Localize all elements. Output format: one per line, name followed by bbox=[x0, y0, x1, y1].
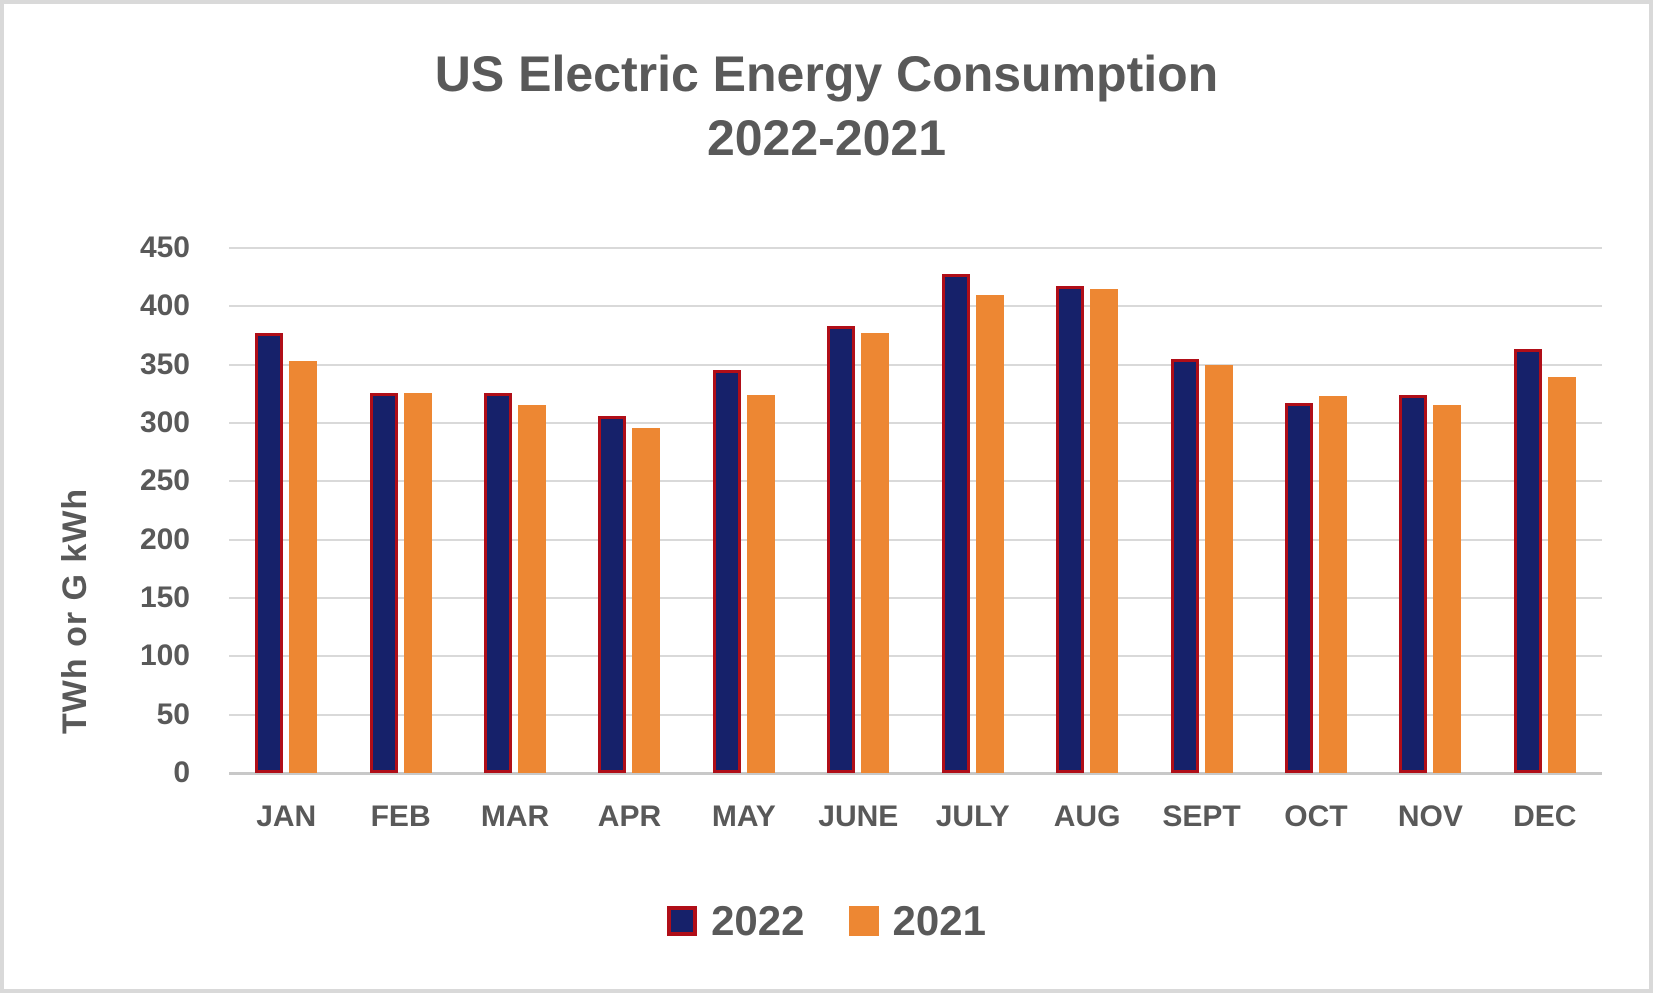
bar-group-oct bbox=[1259, 248, 1373, 773]
x-tick-label-july: JULY bbox=[935, 800, 1010, 833]
bar-2022-sept bbox=[1170, 359, 1199, 773]
bar-2021-nov bbox=[1433, 405, 1462, 773]
bar-group-nov bbox=[1373, 248, 1487, 773]
x-tick-label-oct: OCT bbox=[1284, 800, 1348, 833]
gridline-400 bbox=[229, 305, 1602, 308]
bar-2021-dec bbox=[1547, 377, 1576, 773]
legend-swatch-2021 bbox=[848, 906, 879, 936]
y-tick-label-400: 400 bbox=[139, 289, 190, 323]
x-tick-label-dec: DEC bbox=[1513, 800, 1577, 833]
bar-2021-jan bbox=[289, 361, 318, 773]
bar-group-jan bbox=[229, 248, 343, 773]
x-tick-label-apr: APR bbox=[597, 800, 662, 833]
bar-2022-july bbox=[941, 274, 970, 773]
x-tick-label-nov: NOV bbox=[1397, 800, 1463, 833]
bar-group-feb bbox=[343, 248, 457, 773]
y-tick-label-450: 450 bbox=[139, 231, 190, 264]
gridline-200 bbox=[229, 538, 1602, 541]
bar-2022-nov bbox=[1399, 395, 1428, 773]
bar-group-june bbox=[801, 248, 915, 773]
plot-area bbox=[229, 247, 1602, 775]
legend-swatch-2022 bbox=[667, 906, 698, 936]
bar-2022-june bbox=[827, 326, 856, 773]
y-tick-label-300: 300 bbox=[139, 406, 190, 439]
bar-group-aug bbox=[1030, 248, 1144, 773]
y-tick-label-150: 150 bbox=[139, 581, 190, 614]
legend-item-2022: 2022 bbox=[667, 897, 805, 945]
bar-2021-june bbox=[861, 333, 890, 773]
bar-2021-feb bbox=[403, 393, 432, 773]
bar-group-mar bbox=[458, 248, 572, 773]
legend-item-2021: 2021 bbox=[848, 897, 986, 945]
bar-group-dec bbox=[1488, 248, 1602, 773]
bar-2021-aug bbox=[1090, 289, 1119, 773]
bar-2022-feb bbox=[369, 393, 398, 773]
y-tick-label-200: 200 bbox=[139, 522, 190, 556]
y-axis-tick-labels: 0 50 100 150 200 250 300 350 400 450 bbox=[64, 231, 190, 789]
bar-2022-oct bbox=[1284, 403, 1313, 773]
bar-2022-aug bbox=[1056, 286, 1085, 773]
bar-2022-apr bbox=[598, 416, 627, 773]
bar-group-sept bbox=[1144, 248, 1258, 773]
x-tick-label-feb: FEB bbox=[370, 800, 431, 833]
y-tick-label-250: 250 bbox=[139, 464, 190, 498]
bar-group-may bbox=[687, 248, 801, 773]
chart-title-line1: US Electric Energy Consumption bbox=[434, 46, 1219, 102]
y-tick-label-0: 0 bbox=[173, 756, 190, 789]
gridline-150 bbox=[229, 597, 1602, 599]
bar-2021-mar bbox=[518, 405, 547, 773]
gridline-50 bbox=[229, 713, 1602, 716]
legend-label-2022: 2022 bbox=[711, 897, 805, 944]
bar-2021-oct bbox=[1318, 396, 1347, 773]
legend-label-2021: 2021 bbox=[892, 897, 986, 944]
bar-2022-may bbox=[712, 370, 741, 773]
bar-2022-mar bbox=[484, 393, 513, 773]
legend: 2022 2021 bbox=[4, 897, 1649, 945]
bar-2021-sept bbox=[1204, 365, 1233, 773]
x-tick-label-may: MAY bbox=[711, 800, 776, 833]
x-axis-tick-labels: JAN FEB MAR APR MAY JUNE JULY AUG SEPT OCT NOV DEC bbox=[229, 800, 1602, 844]
chart-title: US Electric Energy Consumption 2022-2021 bbox=[4, 42, 1649, 170]
gridline-300 bbox=[229, 422, 1602, 424]
bar-group-apr bbox=[572, 248, 686, 773]
gridline-100 bbox=[229, 655, 1602, 658]
y-tick-label-50: 50 bbox=[156, 697, 190, 731]
x-axis-line bbox=[229, 772, 1602, 775]
bar-2021-july bbox=[975, 295, 1004, 773]
bar-2021-may bbox=[746, 395, 775, 773]
bar-2021-apr bbox=[632, 428, 661, 773]
gridline-250 bbox=[229, 480, 1602, 483]
chart-title-line2: 2022-2021 bbox=[706, 110, 947, 166]
x-tick-label-mar: MAR bbox=[480, 800, 550, 833]
y-tick-label-100: 100 bbox=[139, 639, 190, 673]
bar-2022-jan bbox=[255, 333, 284, 773]
bar-group-july bbox=[916, 248, 1030, 773]
bar-2022-dec bbox=[1513, 349, 1542, 773]
x-tick-label-jan: JAN bbox=[256, 800, 317, 833]
x-tick-label-aug: AUG bbox=[1053, 800, 1121, 833]
y-tick-label-350: 350 bbox=[139, 347, 190, 381]
x-tick-label-june: JUNE bbox=[818, 800, 899, 833]
x-tick-label-sept: SEPT bbox=[1162, 800, 1241, 833]
gridline-350 bbox=[229, 363, 1602, 366]
gridline-450 bbox=[229, 247, 1602, 249]
